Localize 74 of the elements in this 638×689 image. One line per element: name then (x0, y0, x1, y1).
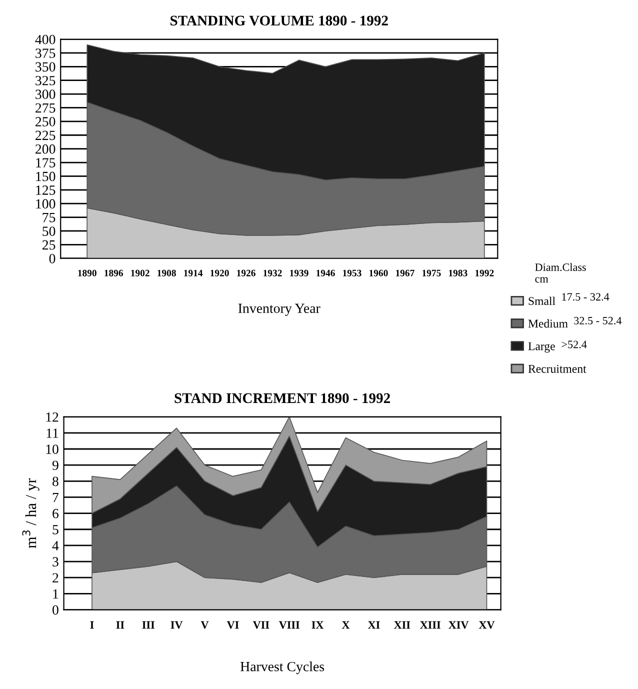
y-tick-label: 225 (36, 130, 56, 140)
y-tick-label: 150 (36, 172, 56, 182)
chart-title: STAND INCREMENT 1890 - 1992 (174, 393, 390, 404)
y-tick-label: 11 (46, 428, 58, 438)
text: 32.5 - 52.4 (574, 316, 622, 324)
x-tick-label: 1896 (104, 270, 124, 276)
y-tick-label: 250 (36, 117, 56, 126)
y-tick-label: 400 (35, 34, 56, 44)
x-tick-label: 1932 (264, 270, 282, 276)
x-tick-label: XV (478, 621, 495, 629)
x-tick-label: 1902 (131, 270, 150, 276)
y-tick-label: 50 (42, 226, 56, 236)
x-tick-label: III (142, 621, 154, 629)
y-tick-label: 125 (36, 186, 56, 195)
y-tick-label: 5 (52, 525, 58, 534)
x-tick-label: VI (226, 621, 239, 629)
legend-label: Large (528, 342, 555, 353)
x-tick-label: VII (252, 621, 270, 629)
y-tick-label: 350 (36, 62, 56, 72)
x-tick-label: 1920 (210, 270, 229, 276)
x-tick-label: II (116, 621, 124, 629)
x-tick-label: XI (368, 621, 380, 629)
x-tick-label: XIII (420, 621, 440, 629)
y-tick-label: 0 (52, 605, 58, 615)
y-tick-label: 100 (36, 199, 56, 209)
x-tick-label: 1946 (316, 270, 335, 276)
y-tick-label: 3 (52, 557, 58, 566)
x-tick-label: VIII (278, 621, 300, 629)
y-tick-label: 1 (53, 589, 58, 599)
y-tick-label: 12 (46, 412, 58, 422)
x-tick-label: 1983 (448, 270, 468, 276)
x-tick-label: 1908 (158, 270, 176, 276)
y-tick-label: 9 (52, 460, 58, 470)
x-axis-title: Inventory Year (238, 304, 320, 316)
x-tick-label: 1939 (290, 270, 308, 276)
y-tick-label: 275 (36, 103, 56, 113)
legend-label: Recruitment (528, 364, 586, 373)
y-tick-label: 325 (36, 76, 56, 86)
x-tick-label: V (200, 621, 209, 629)
x-tick-label: 1890 (78, 270, 96, 276)
x-tick-label: XII (394, 621, 410, 629)
x-axis-title: Harvest Cycles (240, 662, 324, 674)
y-tick-label: 375 (36, 48, 56, 58)
y-tick-label: 10 (46, 444, 58, 454)
y-tick-label: 75 (42, 213, 56, 222)
x-tick-label: 1992 (475, 270, 494, 276)
x-tick-label: 1926 (237, 270, 256, 276)
x-tick-label: 1967 (396, 270, 414, 276)
chart-title: STANDING VOLUME 1890 - 1992 (170, 16, 388, 26)
y-tick-label: 7 (52, 492, 59, 502)
y-tick-label: 2 (52, 573, 58, 582)
x-tick-label: XIV (448, 621, 469, 629)
y-tick-label: 175 (36, 158, 56, 168)
y-tick-label: 4 (52, 541, 59, 550)
legend-title: Diam.Class cm (535, 263, 586, 283)
x-tick-label: I (90, 621, 94, 629)
x-tick-label: X (342, 621, 350, 629)
x-tick-label: IX (312, 621, 324, 629)
text: 17.5 - 32.4 (562, 293, 610, 301)
x-tick-label: 1953 (343, 270, 362, 276)
legend-label: Small (528, 296, 556, 306)
y-tick-label: 6 (52, 508, 59, 518)
text: >52.4 (562, 340, 587, 348)
legend-label: Medium (528, 319, 568, 328)
y-axis-title: m$^{3}$ / ha / yr (22, 478, 40, 548)
y-tick-label: 0 (49, 254, 56, 264)
y-tick-label: 300 (36, 90, 56, 100)
y-tick-label: 25 (42, 240, 56, 250)
x-tick-label: 1975 (422, 270, 441, 276)
y-tick-label: 200 (36, 144, 56, 154)
x-tick-label: IV (170, 621, 183, 629)
y-tick-label: 8 (52, 476, 58, 486)
x-tick-label: 1960 (370, 270, 388, 276)
x-tick-label: 1914 (184, 270, 203, 276)
